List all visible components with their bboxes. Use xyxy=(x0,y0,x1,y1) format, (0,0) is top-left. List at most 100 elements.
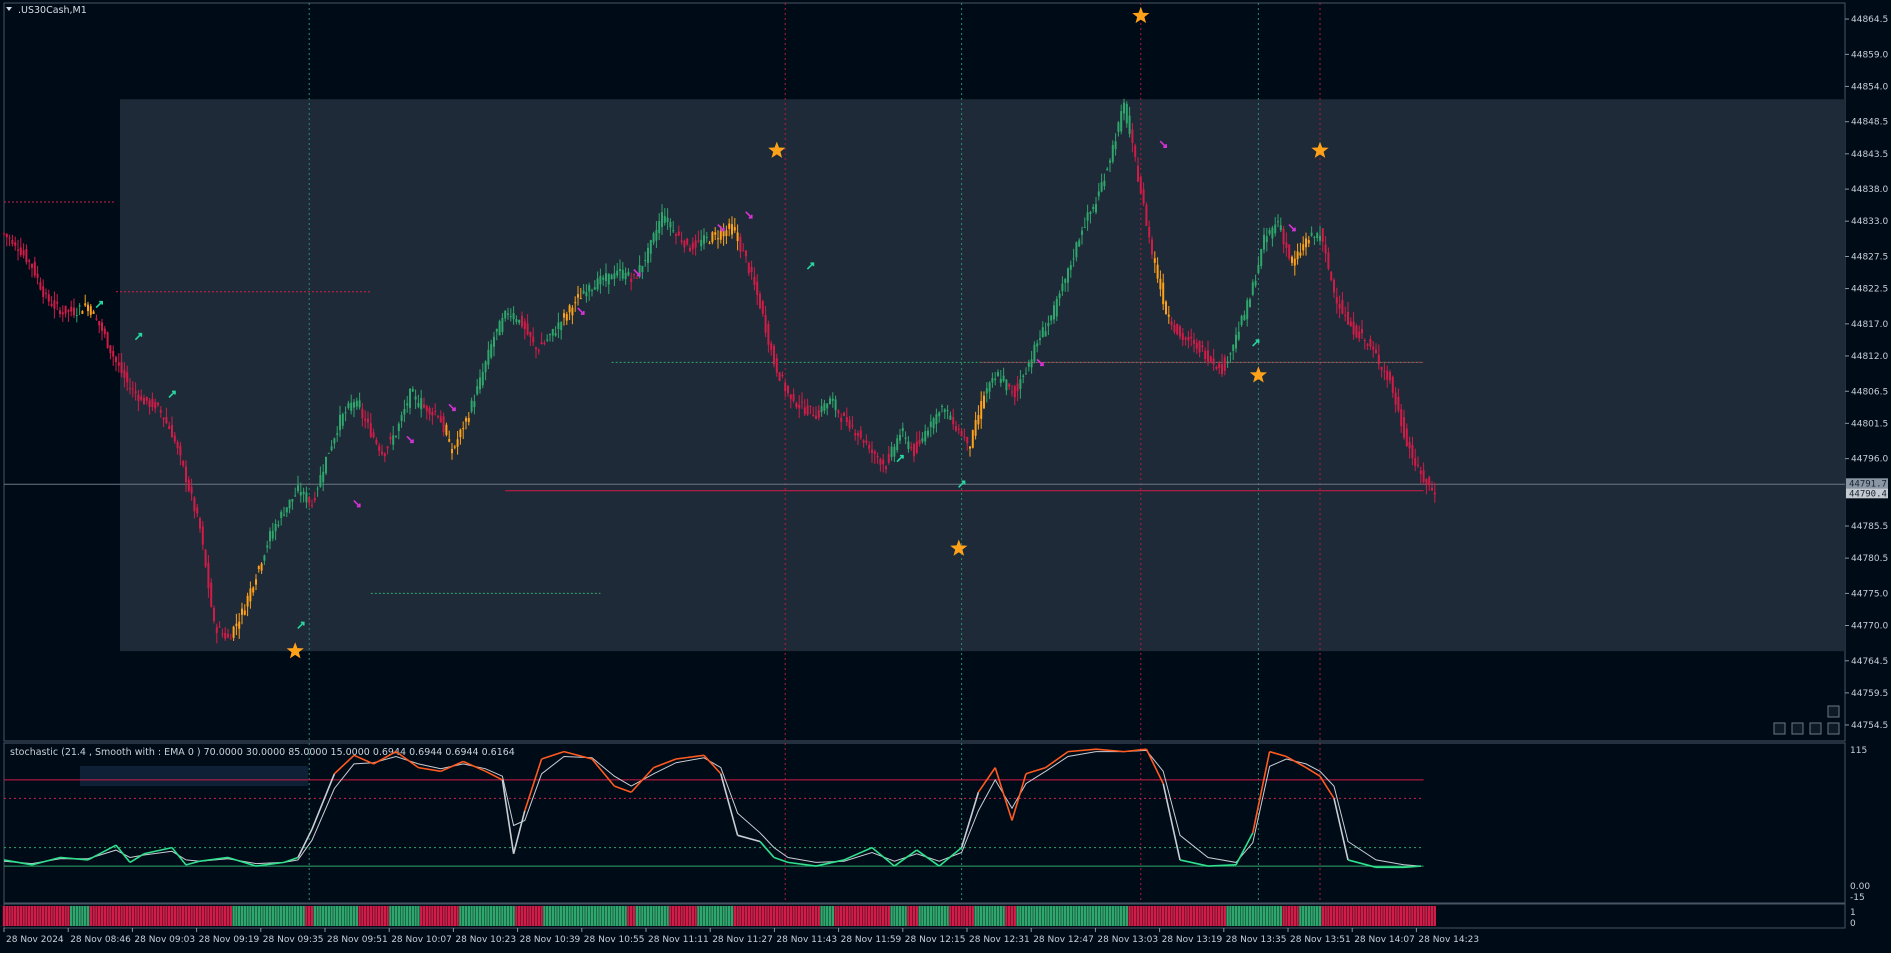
stochastic-main-segment xyxy=(703,754,722,775)
candle-body xyxy=(1173,324,1176,333)
candle-body xyxy=(784,382,787,391)
candle-body xyxy=(1279,225,1282,231)
strip-bar xyxy=(1302,906,1305,926)
candle-body xyxy=(367,418,369,423)
strip-bar xyxy=(1428,906,1431,926)
candle-body xyxy=(641,265,644,273)
strip-bar xyxy=(854,906,857,926)
candle-body xyxy=(451,448,453,454)
strip-bar xyxy=(266,906,269,926)
arrow-up-icon xyxy=(168,390,176,399)
chart-button-4[interactable] xyxy=(1827,722,1840,735)
chart-button-1[interactable] xyxy=(1773,722,1786,735)
strip-bar xyxy=(562,906,566,926)
strip-bar xyxy=(162,906,165,926)
candle-body xyxy=(353,402,355,408)
strip-bar xyxy=(1251,906,1254,926)
candle-body xyxy=(890,446,893,457)
stochastic-main-segment xyxy=(1207,864,1237,867)
stochastic-main-segment xyxy=(1179,859,1209,867)
strip-bar xyxy=(277,906,280,926)
candle-body xyxy=(767,323,770,345)
strip-bar xyxy=(991,906,994,926)
candle-body xyxy=(882,459,885,465)
candle-body xyxy=(985,388,988,394)
candle-body xyxy=(1081,230,1083,235)
candle-body xyxy=(1072,258,1075,260)
stochastic-main-segment xyxy=(630,767,655,793)
stochastic-main-segment xyxy=(1252,751,1271,834)
stochastic-main-segment xyxy=(1067,748,1097,753)
strip-bar xyxy=(210,906,213,926)
strip-bar xyxy=(240,906,244,926)
strip-bar xyxy=(187,906,190,926)
candle-body xyxy=(848,420,851,429)
candle-body xyxy=(946,410,949,412)
candle-body xyxy=(770,343,773,350)
strip-bar xyxy=(229,906,232,926)
candle-body xyxy=(557,322,560,330)
candle-body xyxy=(1237,331,1240,340)
candle-body xyxy=(913,443,915,457)
strip-bar xyxy=(1162,906,1165,926)
candle-body xyxy=(1139,176,1142,194)
strip-bar xyxy=(392,906,395,926)
candle-body xyxy=(1055,298,1058,317)
strip-bar xyxy=(42,906,45,926)
candle-body xyxy=(1190,336,1193,339)
stochastic-main-segment xyxy=(653,758,677,769)
candle-body xyxy=(263,555,266,561)
symbol-menu-icon[interactable] xyxy=(6,7,12,11)
price-tick-label: 44780.5 xyxy=(1851,554,1888,564)
candle-body xyxy=(434,410,437,412)
strip-bar xyxy=(322,906,325,926)
stochastic-main-segment xyxy=(787,861,817,867)
candle-body xyxy=(616,270,619,276)
strip-bar xyxy=(159,906,162,926)
candle-body xyxy=(893,446,896,457)
candle-body xyxy=(1260,248,1263,266)
chart-button-3[interactable] xyxy=(1809,722,1822,735)
candle-body xyxy=(1016,383,1019,392)
strip-bar xyxy=(649,906,652,926)
candle-body xyxy=(1383,370,1386,372)
candle-body xyxy=(529,332,532,337)
chart-scale-button[interactable] xyxy=(1827,705,1840,718)
candle-body xyxy=(585,292,588,297)
candle-body xyxy=(1226,361,1229,364)
candle-body xyxy=(409,388,411,408)
strip-bar xyxy=(1052,906,1056,926)
arrow-up-icon xyxy=(958,480,966,488)
candle-body xyxy=(887,453,890,463)
candle-body xyxy=(826,403,829,409)
candle-body xyxy=(1114,141,1117,150)
candle-body xyxy=(1117,122,1120,132)
stochastic-main-segment xyxy=(311,773,336,830)
strip-bar xyxy=(585,906,588,926)
indicator-scale-zero: 0.00 xyxy=(1850,882,1870,892)
strip-bar xyxy=(1296,906,1299,926)
candle-body xyxy=(731,224,733,235)
strip-bar xyxy=(624,906,627,926)
candle-body xyxy=(168,425,171,429)
time-tick-label: 28 Nov 13:19 xyxy=(1162,935,1223,945)
strip-bar xyxy=(1290,906,1294,926)
candle-body xyxy=(257,566,260,570)
candle-body xyxy=(806,405,809,415)
price-axis: 44864.5 44859.0 44854.0 44848.5 44843.5 44838… xyxy=(1845,15,1888,731)
candle-body xyxy=(535,347,537,350)
candle-body xyxy=(966,437,969,444)
strip-bar xyxy=(677,906,680,926)
strip-bar xyxy=(1094,906,1098,926)
chart-button-2[interactable] xyxy=(1791,722,1804,735)
candle-body xyxy=(1417,464,1419,466)
candle-body xyxy=(229,638,232,640)
strip-bar xyxy=(1240,906,1243,926)
candle-body xyxy=(1372,346,1375,350)
candles[interactable] xyxy=(3,98,1436,644)
candle-body xyxy=(1285,242,1288,248)
strip-bar xyxy=(733,906,736,926)
strip-bar xyxy=(599,906,602,926)
strip-bar xyxy=(30,906,34,926)
